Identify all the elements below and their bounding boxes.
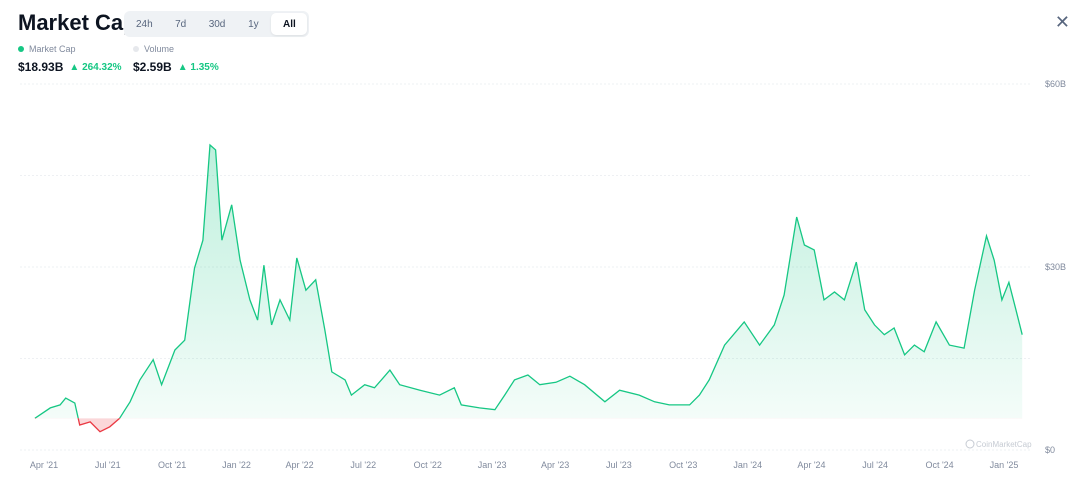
market-cap-change: 264.32% — [82, 61, 122, 73]
market-cap-area — [34, 145, 1023, 419]
caret-up-icon: ▲ — [69, 61, 80, 73]
x-tick-label: Oct '23 — [669, 460, 697, 470]
market-cap-dot-icon — [18, 46, 24, 52]
legend-label: Market Cap — [29, 44, 76, 54]
close-icon[interactable]: ✕ — [1054, 12, 1070, 32]
y-tick-label: $60B — [1045, 79, 1066, 89]
tab-1y[interactable]: 1y — [248, 18, 259, 30]
market-cap-line — [34, 143, 1023, 419]
volume-change: 1.35% — [190, 61, 219, 73]
y-tick-label: $0 — [1045, 445, 1055, 455]
x-tick-label: Jan '23 — [478, 460, 507, 470]
x-tick-label: Jul '22 — [350, 460, 376, 470]
legend-volume[interactable]: Volume $2.59B ▲ 1.35% — [133, 44, 219, 74]
tab-30d[interactable]: 30d — [208, 18, 226, 30]
x-tick-label: Apr '23 — [541, 460, 569, 470]
legend-market-cap[interactable]: Market Cap $18.93B ▲ 264.32% — [18, 44, 122, 74]
x-tick-label: Oct '21 — [158, 460, 186, 470]
x-tick-label: Jan '22 — [222, 460, 251, 470]
x-tick-label: Oct '24 — [925, 460, 953, 470]
market-cap-value: $18.93B — [18, 60, 64, 74]
caret-up-icon: ▲ — [177, 61, 188, 73]
time-range-tabs: 24h 7d 30d 1y All — [124, 11, 310, 37]
volume-value: $2.59B — [133, 60, 172, 74]
x-tick-label: Oct '22 — [414, 460, 442, 470]
x-tick-label: Jul '23 — [606, 460, 632, 470]
legend-label: Volume — [144, 44, 175, 54]
x-tick-label: Apr '22 — [285, 460, 313, 470]
x-tick-label: Jul '24 — [862, 460, 888, 470]
x-tick-label: Jan '24 — [733, 460, 762, 470]
page-title: Market Cap — [18, 10, 137, 35]
x-tick-label: Apr '24 — [797, 460, 825, 470]
coinmarketcap-logo-icon — [965, 439, 975, 449]
watermark-logo: CoinMarketCap — [976, 440, 1032, 449]
tab-all[interactable]: All — [271, 13, 308, 35]
x-tick-label: Jan '25 — [990, 460, 1019, 470]
volume-dot-icon — [133, 46, 139, 52]
y-tick-label: $30B — [1045, 262, 1066, 272]
x-tick-label: Apr '21 — [30, 460, 58, 470]
x-tick-label: Jul '21 — [95, 460, 121, 470]
tab-24h[interactable]: 24h — [136, 18, 153, 30]
tab-7d[interactable]: 7d — [175, 18, 187, 30]
